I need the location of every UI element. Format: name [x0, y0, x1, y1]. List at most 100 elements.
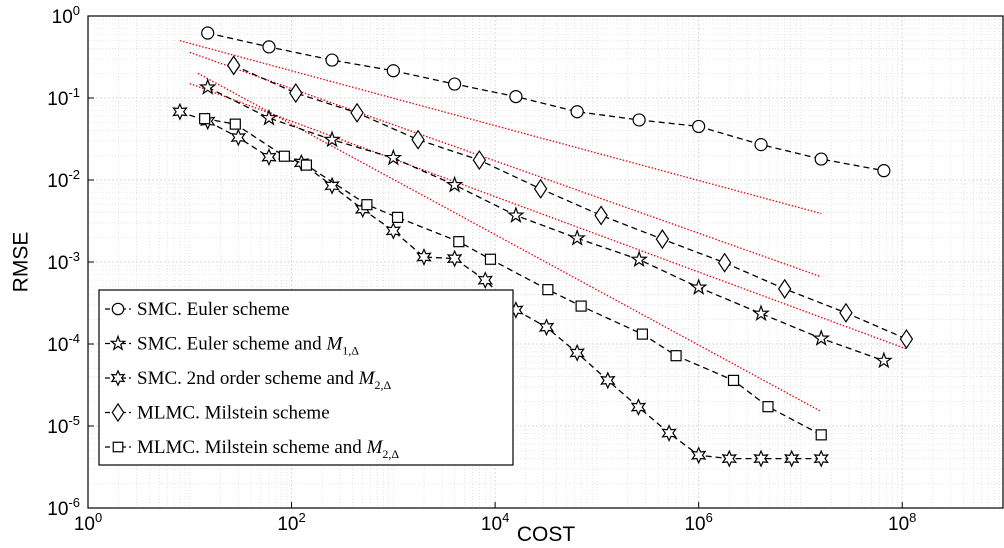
square-marker — [575, 300, 587, 312]
legend-label: MLMC. Milstein scheme and M2,Δ — [137, 437, 399, 461]
hexagram-marker — [416, 248, 432, 266]
circle-marker — [325, 53, 339, 67]
hexagram-marker — [690, 446, 707, 465]
square-marker — [229, 118, 241, 130]
diamond-marker — [472, 149, 487, 171]
star-marker — [323, 130, 341, 148]
series-star5 — [198, 77, 893, 369]
star-marker — [384, 148, 403, 166]
hexagram-marker — [813, 449, 829, 468]
reference-lines — [179, 40, 907, 413]
series-circle — [201, 26, 891, 178]
reference-line — [189, 51, 822, 278]
circle-marker — [632, 113, 646, 127]
diamond-marker — [111, 402, 125, 423]
diamond-marker — [839, 302, 853, 323]
x-tick-label: 102 — [277, 510, 305, 535]
hexagram-marker — [721, 449, 738, 468]
square-marker — [727, 374, 740, 386]
x-axis-title: COST — [517, 523, 576, 546]
square-marker — [453, 236, 465, 248]
square-marker — [762, 401, 774, 413]
x-tick-label: 100 — [74, 510, 102, 535]
y-tick-label: 100 — [52, 3, 80, 28]
series-star6 — [172, 102, 829, 468]
hexagram-marker — [324, 176, 340, 195]
hexagram-marker — [385, 221, 402, 240]
diamond-marker — [411, 129, 425, 150]
square-marker — [636, 328, 648, 340]
square-marker — [112, 441, 124, 453]
square-marker — [815, 429, 827, 441]
series-line — [233, 64, 907, 340]
series-diamond — [226, 55, 914, 350]
circle-marker — [262, 40, 276, 54]
axis-ticks: 100 102 104 106 108 100 10-1 10-2 10-3 10-4 10-5 10… — [47, 3, 916, 535]
y-tick-label: 10-4 — [47, 331, 80, 356]
hexagram-marker — [569, 343, 585, 362]
square-marker — [278, 150, 290, 162]
circle-marker — [448, 77, 462, 91]
diamond-marker — [226, 55, 241, 76]
diamond-marker — [655, 229, 670, 250]
series-line — [207, 86, 885, 362]
circle-marker — [509, 90, 523, 104]
square-marker — [391, 211, 404, 223]
square-marker — [670, 350, 682, 362]
star-marker — [689, 278, 708, 295]
hexagram-marker — [477, 271, 494, 290]
legend-item: SMC. 2nd order scheme and M2,Δ — [105, 368, 391, 392]
star-marker — [260, 108, 278, 126]
circle-marker — [111, 302, 125, 316]
circle-marker — [570, 105, 584, 119]
circle-marker — [692, 119, 706, 134]
star-marker — [445, 175, 464, 193]
legend-label: MLMC. Milstein scheme — [137, 403, 330, 424]
circle-marker — [386, 64, 400, 78]
square-marker — [361, 199, 373, 211]
star-marker — [568, 228, 587, 246]
x-tick-label: 106 — [684, 510, 712, 535]
hexagram-marker — [753, 449, 769, 468]
series-group — [172, 26, 914, 468]
legend-box — [98, 289, 514, 466]
hexagram-marker — [261, 148, 277, 167]
legend: SMC. Euler scheme SMC. Euler scheme and M… — [98, 289, 514, 466]
hexagram-marker — [538, 318, 555, 337]
hexagram-marker — [446, 249, 463, 268]
circle-marker — [201, 26, 215, 40]
diamond-marker — [777, 278, 792, 299]
star-marker — [109, 334, 127, 351]
square-marker — [300, 159, 313, 171]
circle-marker — [814, 152, 828, 166]
diamond-marker — [350, 102, 364, 123]
reference-line — [197, 72, 822, 413]
y-tick-label: 10-1 — [47, 85, 80, 110]
diamond-marker — [289, 82, 303, 104]
y-tick-label: 10-6 — [47, 495, 80, 520]
diamond-marker — [717, 252, 732, 273]
circle-marker — [754, 138, 768, 152]
hexagram-marker — [230, 128, 247, 147]
diamond-marker — [899, 328, 914, 350]
y-axis-title: RMSE — [10, 232, 33, 293]
square-marker — [542, 284, 554, 296]
legend-item: SMC. Euler scheme and M1,Δ — [105, 334, 359, 358]
hexagram-marker — [661, 424, 677, 443]
hexagram-marker — [630, 398, 647, 417]
x-tick-label: 104 — [481, 510, 509, 535]
star-marker — [198, 77, 217, 95]
hexagram-marker — [110, 369, 126, 387]
hexagram-marker — [783, 449, 800, 468]
hexagram-marker — [600, 371, 616, 390]
hexagram-marker — [172, 102, 188, 121]
y-tick-label: 10-5 — [47, 413, 80, 438]
legend-item: MLMC. Milstein scheme and M2,Δ — [105, 437, 399, 461]
diamond-marker — [594, 205, 608, 226]
legend-label: SMC. 2nd order scheme and M2,Δ — [137, 368, 391, 392]
circle-marker — [877, 164, 891, 178]
y-tick-label: 10-3 — [47, 249, 80, 274]
legend-item: MLMC. Milstein scheme — [105, 403, 330, 424]
x-tick-label: 108 — [888, 510, 916, 535]
